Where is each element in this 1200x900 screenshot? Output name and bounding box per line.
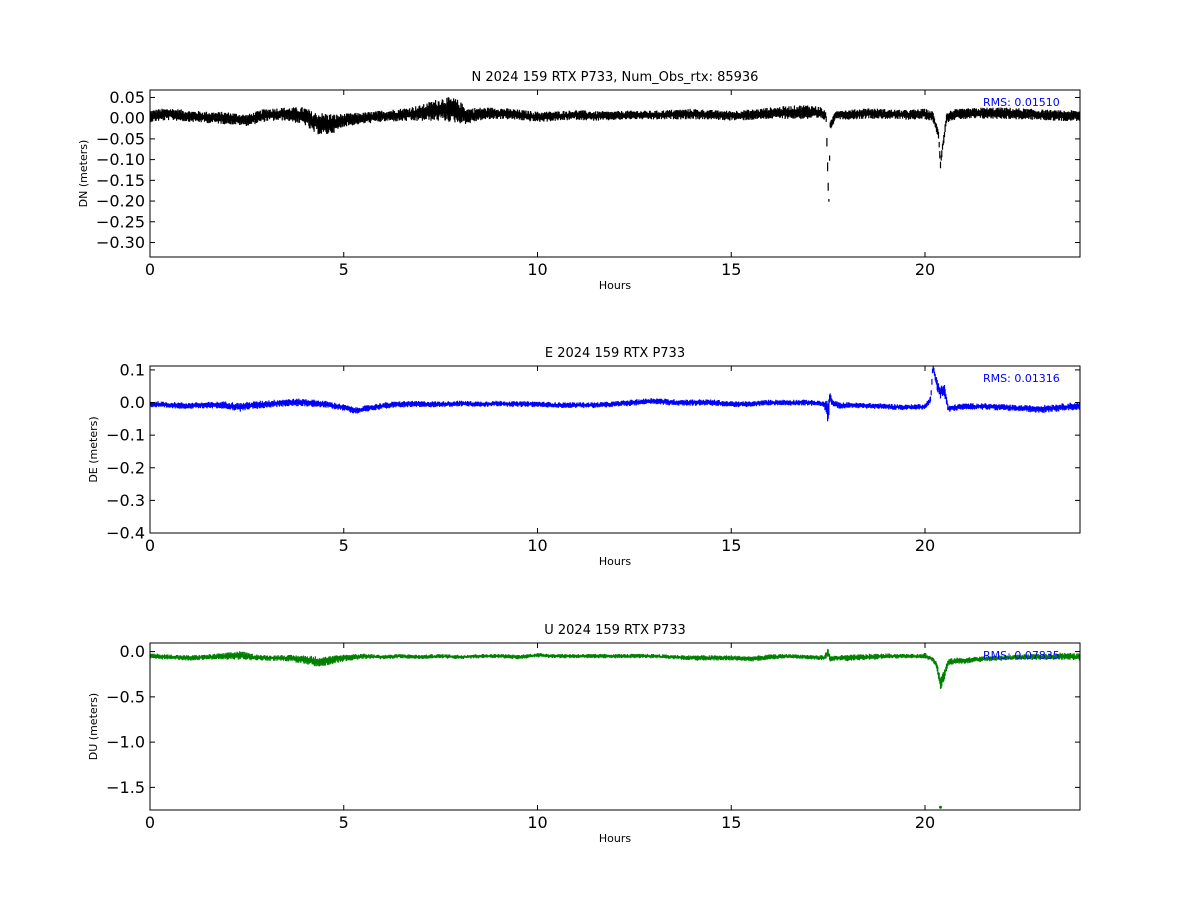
outlier-point [923,652,927,656]
x-tick-label: 5 [339,536,349,555]
x-tick-label: 20 [915,260,935,279]
chart-title: U 2024 159 RTX P733 [544,623,686,638]
y-tick-label: −0.2 [106,458,145,477]
x-tick-label: 10 [527,536,547,555]
panel-north: 0 5 10 15 20 0.05 0.00−0.05 −0.10 −0.15 −0.20−0.2… [77,70,1081,292]
x-tick-label: 10 [527,260,547,279]
rms-annotation: RMS: 0.01316 [983,372,1060,385]
y-tick-label: −0.15 [96,171,145,190]
outlier-point [933,660,937,664]
y-tick-label: −0.25 [96,212,145,231]
chart-title: E 2024 159 RTX P733 [545,346,685,361]
x-tick-label: 5 [339,813,349,832]
y-tick-label: 0.0 [120,642,145,661]
x-tick-label: 20 [915,813,935,832]
x-axis-label: Hours [599,555,631,568]
y-axis-label: DU (meters) [87,693,100,760]
y-axis-label: DE (meters) [87,416,100,482]
x-axis-label: Hours [599,832,631,845]
axes-frame [149,89,1081,258]
y-tick-label: −0.5 [106,687,145,706]
x-tick-label: 15 [721,260,741,279]
x-tick-label: 0 [145,536,155,555]
x-tick-label: 15 [721,536,741,555]
x-tick-label: 20 [915,536,935,555]
rms-annotation: RMS: 0.01510 [983,96,1060,109]
outlier-point [939,805,942,809]
data-band [150,649,1080,689]
y-tick-label: −0.3 [106,491,145,510]
y-tick-label: 0.1 [120,360,145,379]
y-tick-label: 0.00 [109,109,145,128]
series-trace [150,97,1080,202]
axes-frame [149,365,1081,534]
series-trace [150,366,1080,422]
x-axis-label: Hours [599,279,631,292]
x-tick-label: 10 [527,813,547,832]
chart-title: N 2024 159 RTX P733, Num_Obs_rtx: 85936 [472,70,759,85]
y-tick-label: −0.4 [106,524,145,543]
axes-frame [149,642,1081,811]
x-tick-label: 5 [339,260,349,279]
y-tick-label: −0.10 [96,150,145,169]
y-tick-label: −1.0 [106,733,145,752]
series-trace [150,649,1080,809]
data-band [150,97,1080,202]
rms-annotation: RMS: 0.07835 [983,649,1060,662]
y-tick-label: −0.1 [106,426,145,445]
y-tick-label: −1.5 [106,778,145,797]
y-tick-label: 0.05 [109,88,145,107]
y-tick-label: −0.20 [96,192,145,211]
y-tick-label: −0.30 [96,233,145,252]
y-axis-label: DN (meters) [77,140,90,208]
x-tick-label: 0 [145,813,155,832]
panel-east: 0 5 10 15 20 0.1 0.0 −0.1 −0.2 −0.3 −0.4 E 2024 159… [87,346,1081,568]
x-tick-label: 0 [145,260,155,279]
y-tick-label: −0.05 [96,129,145,148]
y-tick-label: 0.0 [120,393,145,412]
data-band [150,366,1080,422]
x-tick-label: 15 [721,813,741,832]
panel-up: 0 5 10 15 20 0.0 −0.5 −1.0 −1.5 U 2024 159 RTX P7… [87,623,1081,845]
